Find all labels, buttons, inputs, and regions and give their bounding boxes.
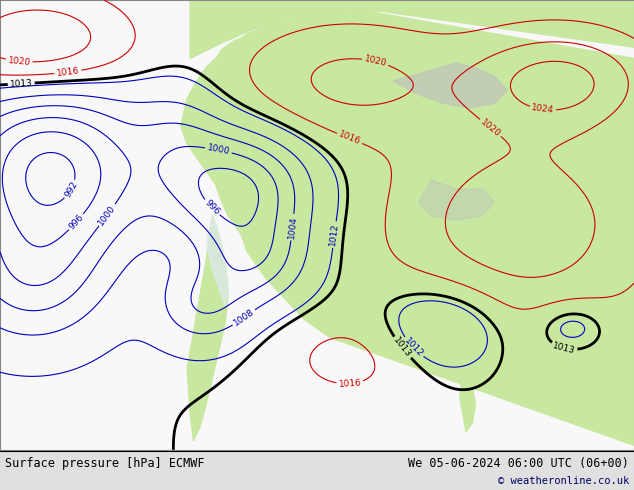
- Text: 1004: 1004: [287, 215, 298, 239]
- Text: © weatheronline.co.uk: © weatheronline.co.uk: [498, 476, 629, 486]
- Polygon shape: [181, 11, 634, 445]
- Text: 1020: 1020: [479, 117, 502, 139]
- Text: 1024: 1024: [531, 103, 555, 116]
- Text: 1008: 1008: [232, 307, 256, 328]
- Polygon shape: [190, 0, 634, 58]
- Text: 1020: 1020: [7, 56, 31, 67]
- Polygon shape: [393, 63, 507, 108]
- Text: 1016: 1016: [56, 66, 80, 78]
- Text: 1013: 1013: [10, 78, 33, 89]
- Polygon shape: [418, 180, 495, 220]
- Text: 1012: 1012: [328, 223, 340, 246]
- Text: 996: 996: [203, 198, 221, 217]
- Polygon shape: [460, 351, 476, 432]
- Text: 996: 996: [67, 213, 86, 231]
- Text: 1013: 1013: [392, 336, 413, 359]
- Text: 1016: 1016: [338, 378, 361, 389]
- Text: 1000: 1000: [206, 144, 231, 157]
- Text: 1020: 1020: [363, 54, 387, 69]
- Text: We 05-06-2024 06:00 UTC (06+00): We 05-06-2024 06:00 UTC (06+00): [408, 457, 629, 470]
- Text: 1012: 1012: [402, 336, 425, 359]
- Polygon shape: [187, 216, 228, 441]
- Polygon shape: [206, 216, 228, 306]
- Text: 1016: 1016: [337, 130, 362, 147]
- Text: Surface pressure [hPa] ECMWF: Surface pressure [hPa] ECMWF: [5, 457, 205, 470]
- Text: 992: 992: [63, 180, 79, 199]
- Text: 1000: 1000: [96, 203, 117, 227]
- Text: 1013: 1013: [552, 341, 576, 355]
